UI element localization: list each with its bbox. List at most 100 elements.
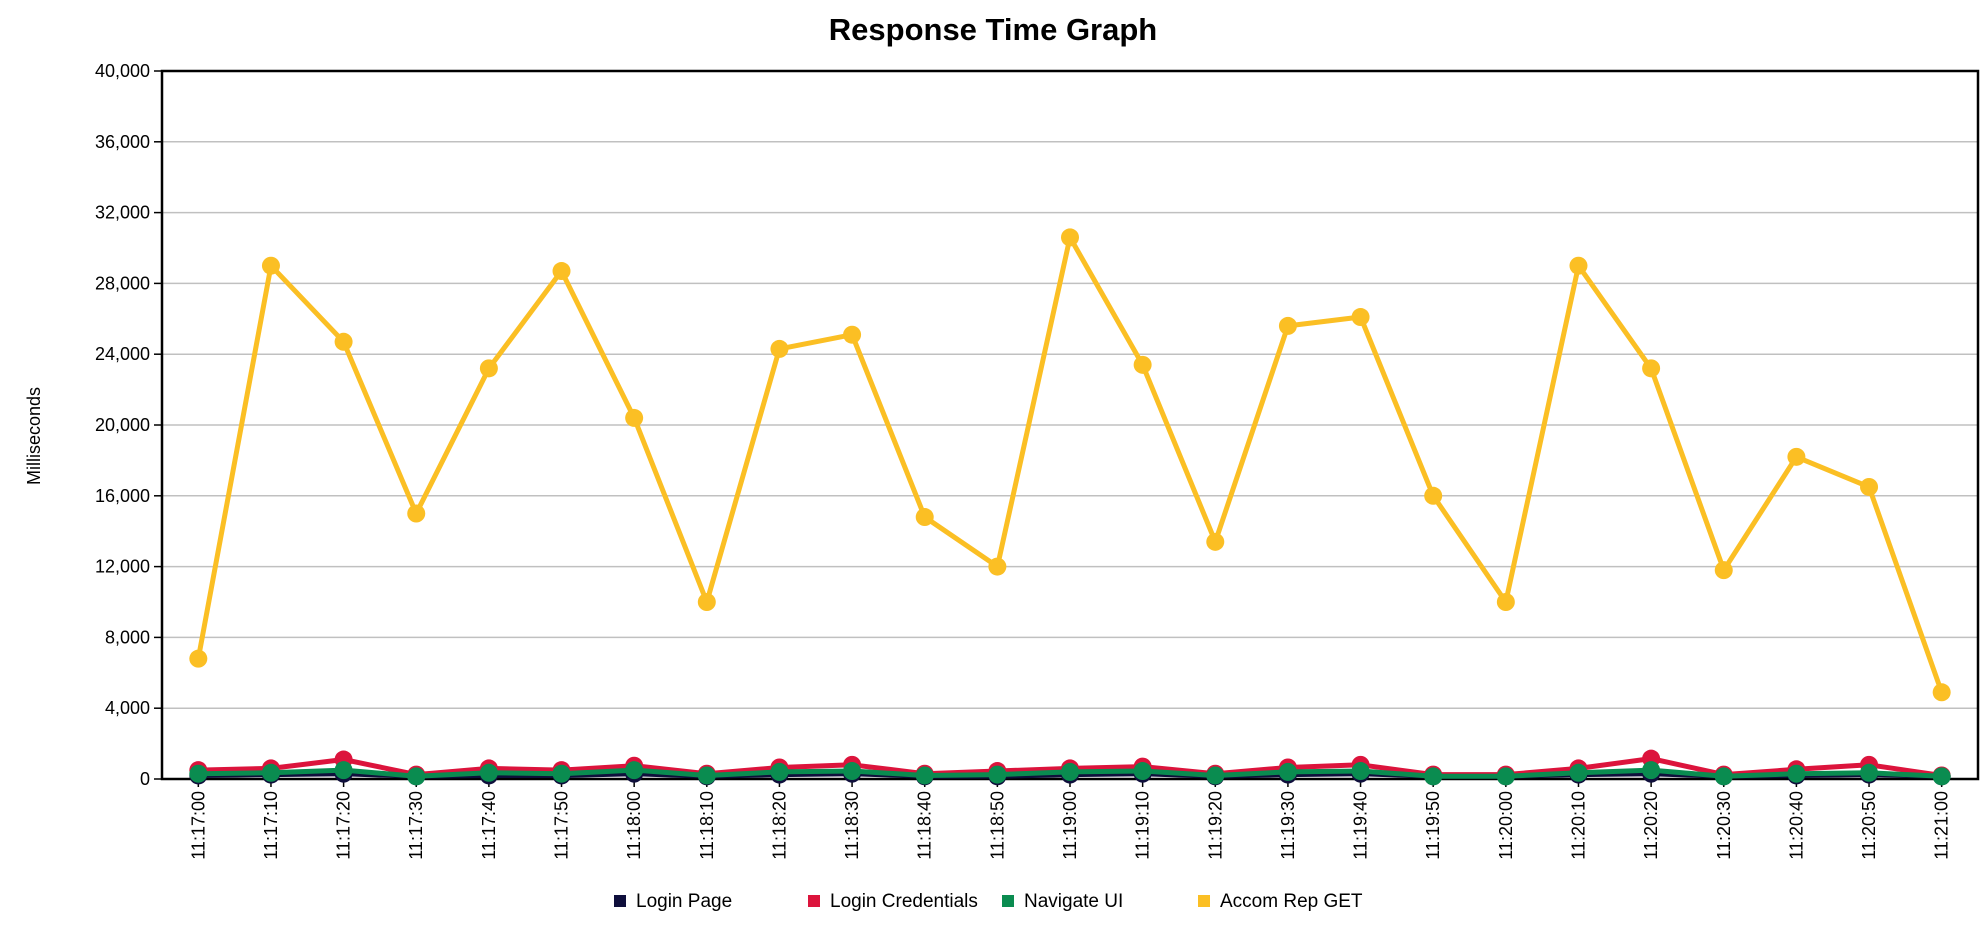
legend-swatch: [1198, 895, 1210, 907]
x-tick-label: 11:17:10: [261, 791, 281, 860]
x-tick-label: 11:18:00: [624, 791, 644, 860]
chart-title: Response Time Graph: [829, 12, 1157, 47]
data-point: [261, 763, 280, 782]
x-tick-label: 11:20:50: [1859, 791, 1879, 860]
series-navigate-ui: [189, 761, 1951, 786]
series-accom-rep-get: [189, 228, 1951, 702]
y-axis-label: Milliseconds: [24, 387, 44, 485]
data-point: [334, 761, 353, 780]
y-tick-label: 20,000: [95, 415, 150, 435]
legend-item: Login Page: [614, 891, 732, 912]
y-tick-label: 24,000: [95, 344, 150, 364]
data-point: [1787, 764, 1806, 783]
y-tick-label: 36,000: [95, 132, 150, 152]
y-tick-label: 4,000: [105, 698, 150, 718]
axes: 0 4,000 8,000 12,000 16,000 20,000 24,000 28,00…: [95, 61, 1980, 860]
data-point: [1133, 355, 1152, 374]
gridlines: [162, 141, 1978, 709]
data-point: [1569, 763, 1588, 782]
data-point: [479, 359, 498, 378]
x-tick-label: 11:19:20: [1205, 791, 1225, 860]
y-tick-label: 16,000: [95, 486, 150, 506]
x-tick-label: 11:17:40: [479, 791, 499, 860]
x-tick-label: 11:19:00: [1060, 791, 1080, 860]
x-tick-label: 11:18:30: [842, 791, 862, 860]
data-point: [1424, 767, 1443, 786]
x-tick-label: 11:19:10: [1133, 791, 1153, 860]
data-point: [697, 593, 716, 611]
data-point: [552, 764, 571, 783]
data-point: [189, 649, 208, 668]
data-point: [1642, 359, 1661, 378]
x-tick-label: 11:20:10: [1568, 791, 1588, 860]
data-point: [407, 504, 426, 523]
x-tick-label: 11:19:40: [1351, 791, 1371, 860]
data-point: [1351, 308, 1370, 327]
data-point: [1061, 762, 1079, 781]
x-tick-label: 11:20:40: [1786, 791, 1806, 860]
data-point: [625, 761, 644, 780]
y-tick-label: 40,000: [95, 61, 150, 81]
legend-swatch: [614, 895, 626, 907]
data-point: [1133, 762, 1152, 781]
data-point: [988, 765, 1007, 784]
legend-item: Accom Rep GET: [1198, 891, 1363, 912]
y-tick-label: 12,000: [95, 557, 150, 577]
data-point: [1569, 256, 1588, 275]
series-line: [195, 234, 1945, 694]
x-tick-label: 11:18:50: [987, 791, 1007, 860]
data-point: [261, 256, 280, 275]
data-point: [1206, 532, 1225, 551]
data-point: [1278, 316, 1297, 335]
data-point: [1860, 763, 1879, 782]
data-point: [189, 764, 208, 783]
x-tick-label: 11:20:30: [1714, 791, 1734, 860]
data-point: [770, 762, 789, 781]
x-tick-label: 11:17:00: [188, 791, 208, 860]
data-point: [1496, 593, 1515, 611]
data-point: [1206, 766, 1225, 785]
data-point: [1424, 486, 1443, 505]
x-tick-label: 11:19:50: [1423, 791, 1443, 860]
x-tick-label: 11:21:00: [1932, 791, 1952, 860]
data-point: [479, 763, 498, 782]
data-point: [915, 508, 934, 527]
data-point: [407, 767, 426, 786]
data-point: [625, 408, 644, 427]
y-tick-label: 8,000: [105, 627, 150, 647]
data-point: [1714, 561, 1733, 580]
x-tick-label: 11:19:30: [1278, 791, 1298, 860]
x-tick-label: 11:17:50: [552, 791, 572, 860]
data-point: [915, 766, 934, 785]
x-tick-label: 11:18:40: [915, 791, 935, 860]
data-point: [843, 762, 862, 781]
x-tick-label: 11:17:30: [406, 791, 426, 860]
data-point: [1351, 762, 1370, 781]
data-point: [552, 262, 571, 281]
data-point: [1496, 767, 1515, 786]
legend-label: Login Page: [636, 891, 732, 912]
y-tick-label: 28,000: [95, 273, 150, 293]
legend-label: Login Credentials: [830, 891, 978, 912]
data-point: [697, 766, 716, 785]
data-point: [843, 325, 862, 344]
legend-swatch: [808, 895, 820, 907]
data-point: [988, 557, 1007, 576]
data-point: [1714, 767, 1733, 786]
legend-label: Accom Rep GET: [1220, 891, 1363, 912]
y-tick-label: 0: [140, 769, 150, 789]
data-point: [1860, 477, 1879, 496]
legend-label: Navigate UI: [1024, 891, 1123, 912]
legend-swatch: [1002, 895, 1014, 907]
series-lines: [189, 228, 1951, 786]
legend: Login Page Login Credentials Navigate UI Ac…: [614, 891, 1363, 912]
x-tick-label: 11:20:20: [1641, 791, 1661, 860]
data-point: [1932, 683, 1951, 702]
legend-item: Navigate UI: [1002, 891, 1123, 912]
x-tick-label: 11:17:20: [334, 791, 354, 860]
data-point: [1061, 228, 1079, 247]
data-point: [1787, 447, 1806, 466]
data-point: [770, 339, 789, 358]
